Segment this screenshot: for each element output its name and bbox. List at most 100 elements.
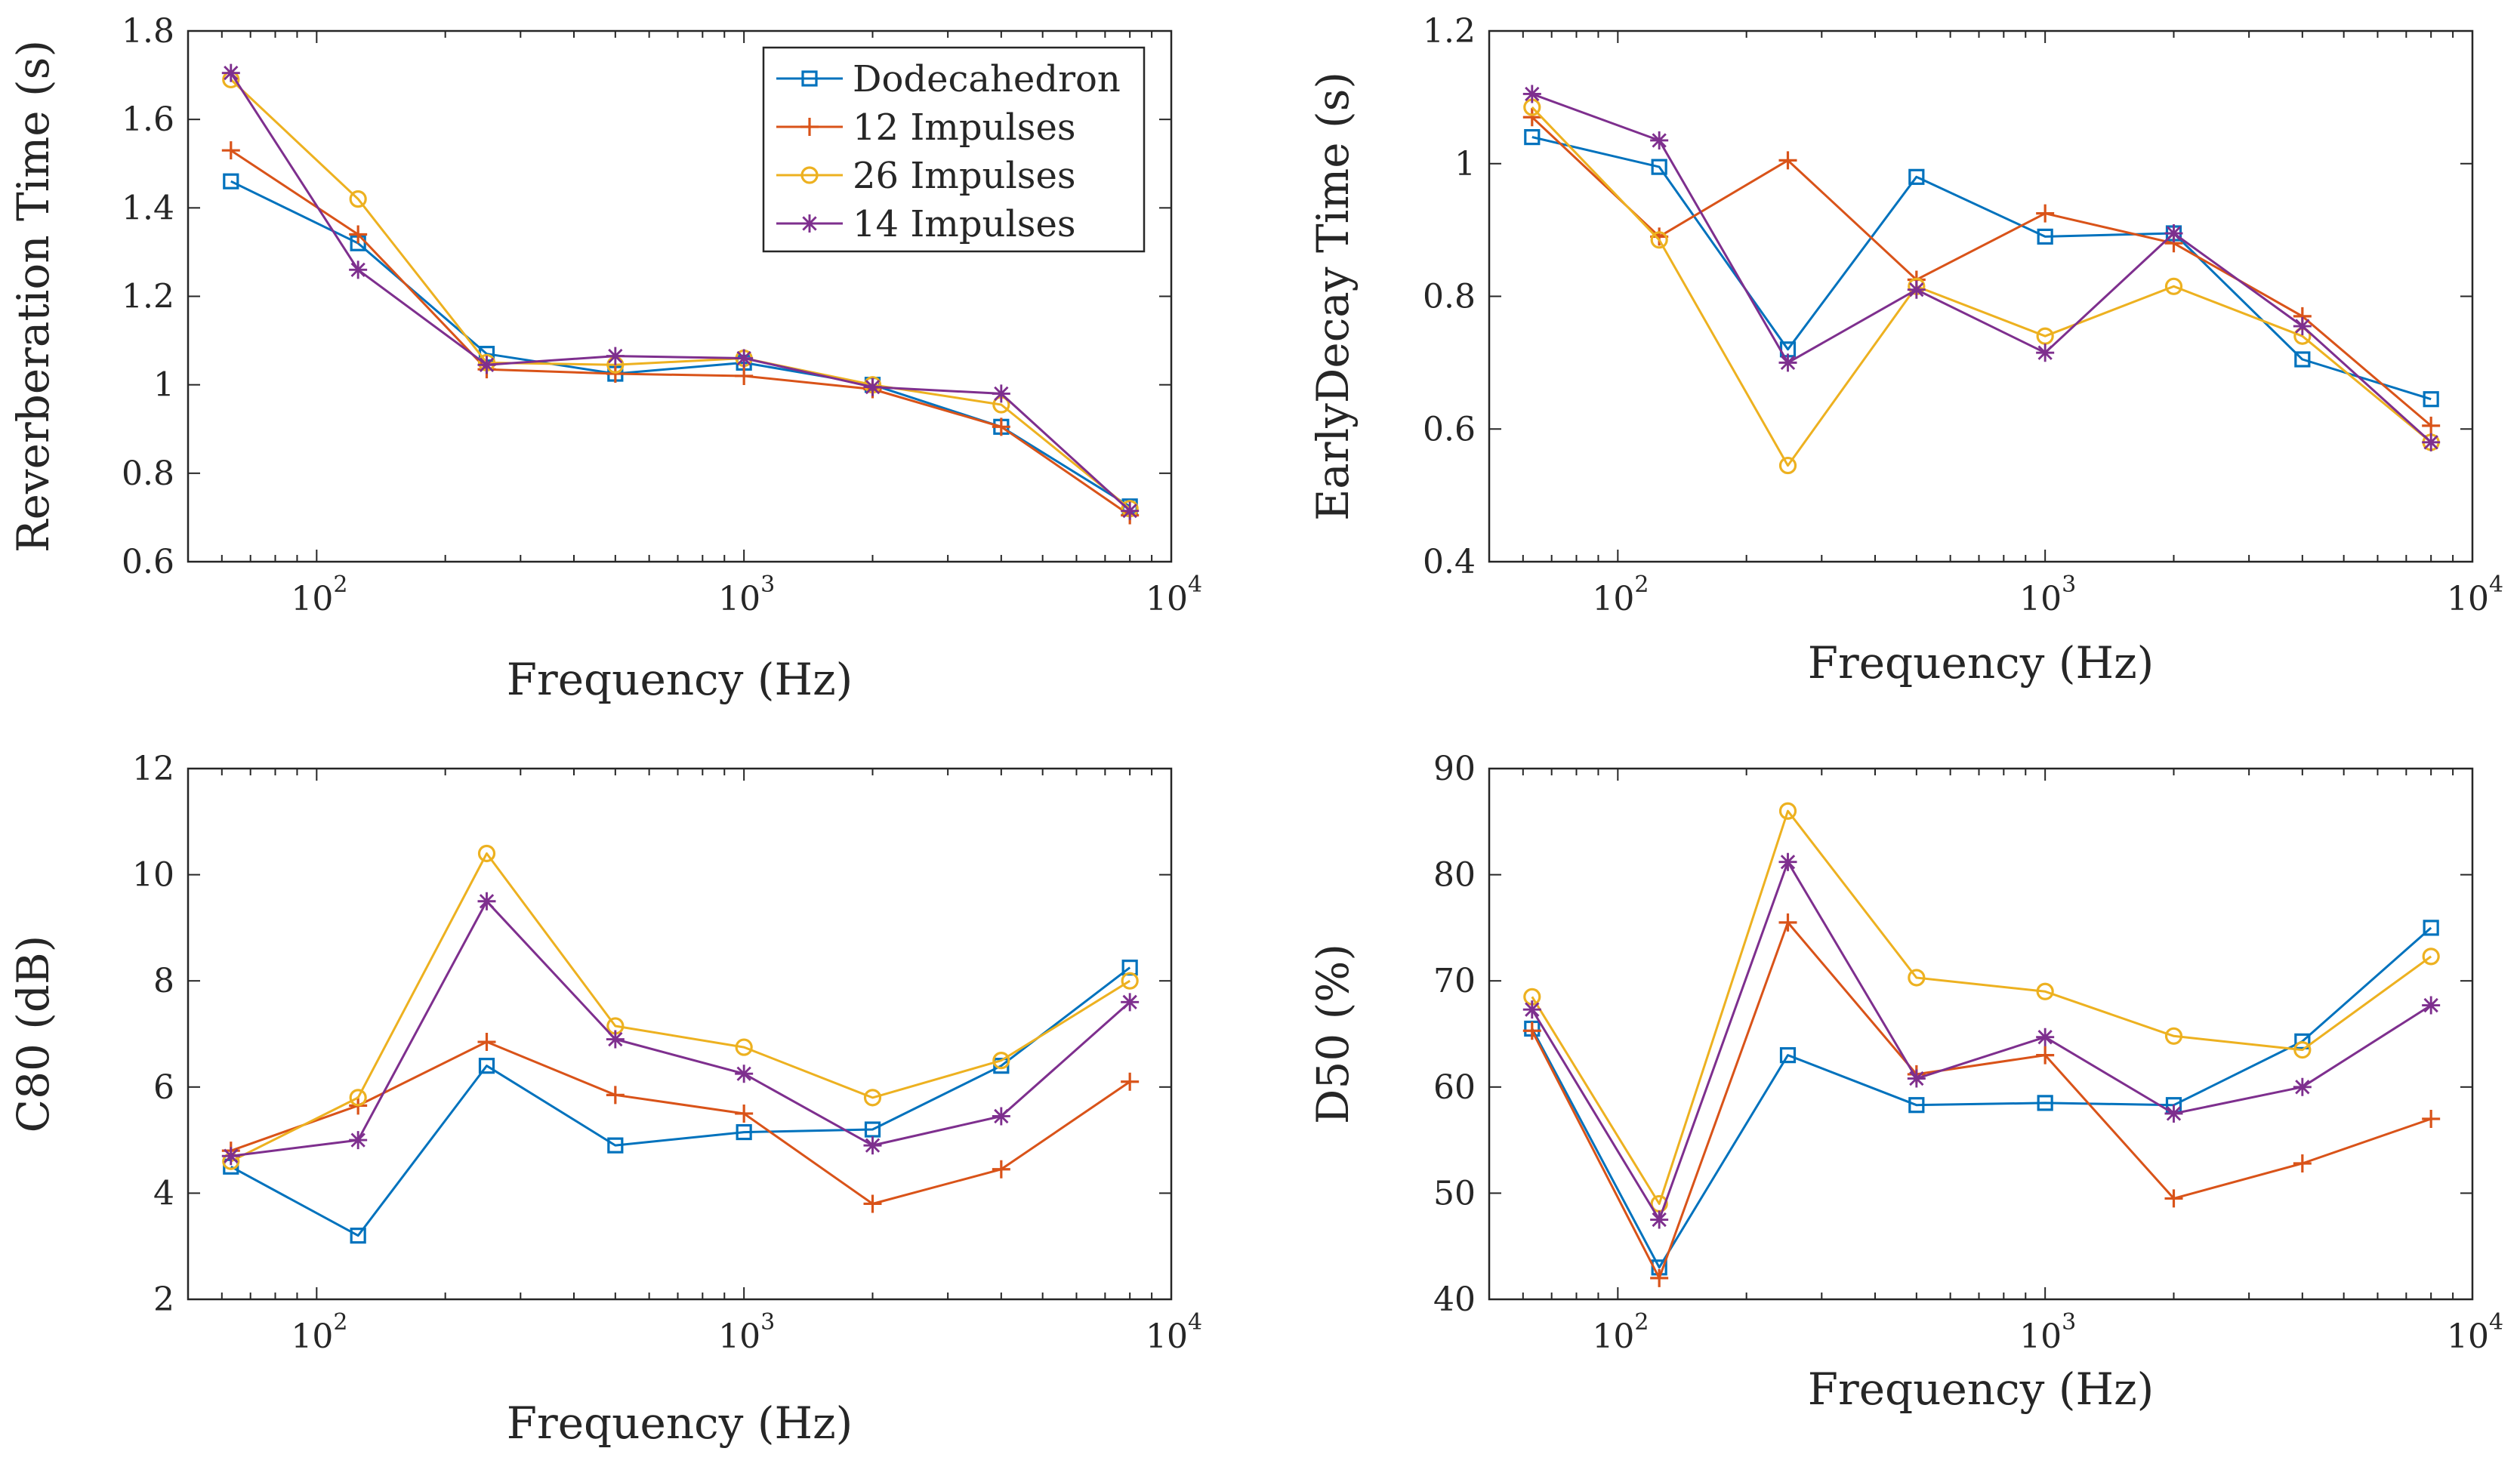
data-point-12-impulses	[735, 366, 754, 385]
y-tick-label: 0.8	[122, 454, 174, 493]
data-point-14-impulses	[1907, 1069, 1926, 1088]
data-point-26-impulses	[1778, 456, 1797, 475]
data-point-26-impulses	[477, 844, 496, 863]
x-axis-title: Frequency (Hz)	[1808, 637, 2154, 689]
data-point-12-impulses	[2036, 1046, 2055, 1065]
series-14-impulses	[1522, 85, 2441, 451]
data-point-26-impulses	[735, 1038, 753, 1056]
x-tick-label: 10	[291, 580, 333, 618]
data-point-dodecahedron	[223, 173, 239, 189]
data-point-14-impulses	[1121, 993, 1140, 1012]
series-line-dodecahedron	[1531, 136, 2432, 401]
data-point-14-impulses	[1522, 85, 1541, 103]
data-point-dodecahedron	[1908, 168, 1925, 185]
data-point-dodecahedron	[1524, 129, 1541, 146]
data-point-12-impulses	[221, 141, 240, 160]
y-axis-title: D50 (%)	[1307, 944, 1359, 1124]
data-point-14-impulses	[349, 260, 368, 279]
legend-entry-14-impulses: 14 Impulses	[776, 203, 1075, 245]
series-line-12-impulses	[1531, 116, 2432, 427]
data-point-dodecahedron	[2423, 920, 2439, 936]
x-tick-exponent: 4	[1188, 1309, 1202, 1336]
data-point-14-impulses	[1650, 1210, 1669, 1229]
data-point-14-impulses	[2164, 224, 2183, 243]
data-point-dodecahedron	[1779, 1047, 1797, 1064]
series-14-impulses	[221, 63, 1140, 520]
x-tick-exponent: 2	[333, 1309, 347, 1336]
y-tick-label: 1.2	[122, 278, 174, 316]
y-tick-label: 0.8	[1423, 278, 1476, 316]
x-tick-label: 10	[1592, 1317, 1634, 1356]
data-point-26-impulses	[2293, 1040, 2312, 1059]
data-point-26-impulses	[2164, 277, 2183, 295]
legend-label: 14 Impulses	[853, 203, 1075, 245]
series-12-impulses	[1522, 913, 2441, 1287]
x-tick-label: 10	[2019, 1317, 2062, 1356]
series-line-14-impulses	[1531, 861, 2432, 1221]
y-tick-label: 40	[1433, 1280, 1476, 1319]
series-line-dodecahedron	[230, 966, 1131, 1237]
legend-label: 26 Impulses	[853, 155, 1075, 197]
series-line-dodecahedron	[1531, 926, 2432, 1269]
data-point-12-impulses	[1522, 1021, 1541, 1040]
legend-entry-26-impulses: 26 Impulses	[776, 155, 1075, 197]
x-tick-exponent: 2	[333, 572, 347, 598]
y-axis-title: Reverberation Time (s)	[8, 40, 59, 553]
series-line-12-impulses	[1531, 921, 2432, 1280]
data-point-dodecahedron	[2294, 1033, 2311, 1049]
data-point-12-impulses	[1778, 913, 1797, 932]
legend-entry-12-impulses: 12 Impulses	[776, 106, 1075, 149]
data-point-12-impulses	[2164, 1189, 2183, 1208]
data-point-12-impulses	[735, 1104, 754, 1123]
data-point-14-impulses	[2036, 344, 2055, 362]
y-tick-label: 80	[1433, 856, 1476, 895]
y-tick-label: 1.8	[122, 12, 174, 51]
data-point-dodecahedron	[736, 1123, 752, 1141]
y-tick-label: 1.4	[122, 189, 174, 227]
data-point-12-impulses	[349, 225, 368, 244]
series-14-impulses	[1522, 852, 2441, 1229]
y-tick-label: 1	[1454, 145, 1476, 183]
x-tick-exponent: 4	[2489, 1309, 2503, 1336]
series-line-26-impulses	[1531, 106, 2432, 467]
data-point-dodecahedron	[1908, 1097, 1925, 1114]
data-point-14-impulses	[349, 1131, 368, 1150]
data-point-14-impulses	[2422, 996, 2441, 1015]
y-tick-label: 0.4	[1423, 543, 1476, 581]
data-point-14-impulses	[2293, 317, 2312, 336]
data-point-dodecahedron	[607, 1137, 624, 1154]
data-point-14-impulses	[221, 1147, 240, 1166]
data-point-26-impulses	[349, 190, 367, 208]
y-tick-label: 1.6	[122, 100, 174, 139]
x-tick-label: 10	[718, 580, 760, 618]
data-point-12-impulses	[2293, 1154, 2312, 1173]
legend-label: 12 Impulses	[853, 106, 1075, 149]
x-tick-exponent: 3	[760, 1309, 775, 1336]
x-tick-label: 10	[291, 1317, 333, 1356]
data-point-14-impulses	[477, 356, 496, 374]
x-tick-label: 10	[2447, 1317, 2489, 1356]
series-line-26-impulses	[1531, 809, 2432, 1205]
data-point-12-impulses	[606, 365, 625, 384]
data-point-14-impulses	[863, 1136, 882, 1155]
data-point-14-impulses	[992, 1107, 1010, 1126]
series-line-14-impulses	[1531, 93, 2432, 443]
data-point-14-impulses	[1907, 280, 1926, 299]
data-point-dodecahedron	[2037, 1095, 2053, 1111]
y-tick-label: 90	[1433, 750, 1476, 788]
data-point-26-impulses	[992, 1052, 1010, 1070]
data-point-26-impulses	[1121, 972, 1139, 990]
legend: Dodecahedron 12 Impulses 26 Impulses 14 Imp…	[762, 46, 1146, 253]
x-tick-exponent: 3	[760, 572, 775, 598]
data-point-26-impulses	[863, 1089, 882, 1107]
series-14-impulses	[221, 892, 1140, 1166]
y-tick-label: 10	[132, 856, 174, 895]
y-axis-title: EarlyDecay Time (s)	[1307, 72, 1359, 521]
data-point-14-impulses	[992, 384, 1010, 403]
y-tick-label: 12	[132, 750, 174, 788]
legend-marker	[801, 70, 818, 87]
y-tick-label: 0.6	[1423, 410, 1476, 448]
y-tick-label: 6	[153, 1068, 174, 1107]
